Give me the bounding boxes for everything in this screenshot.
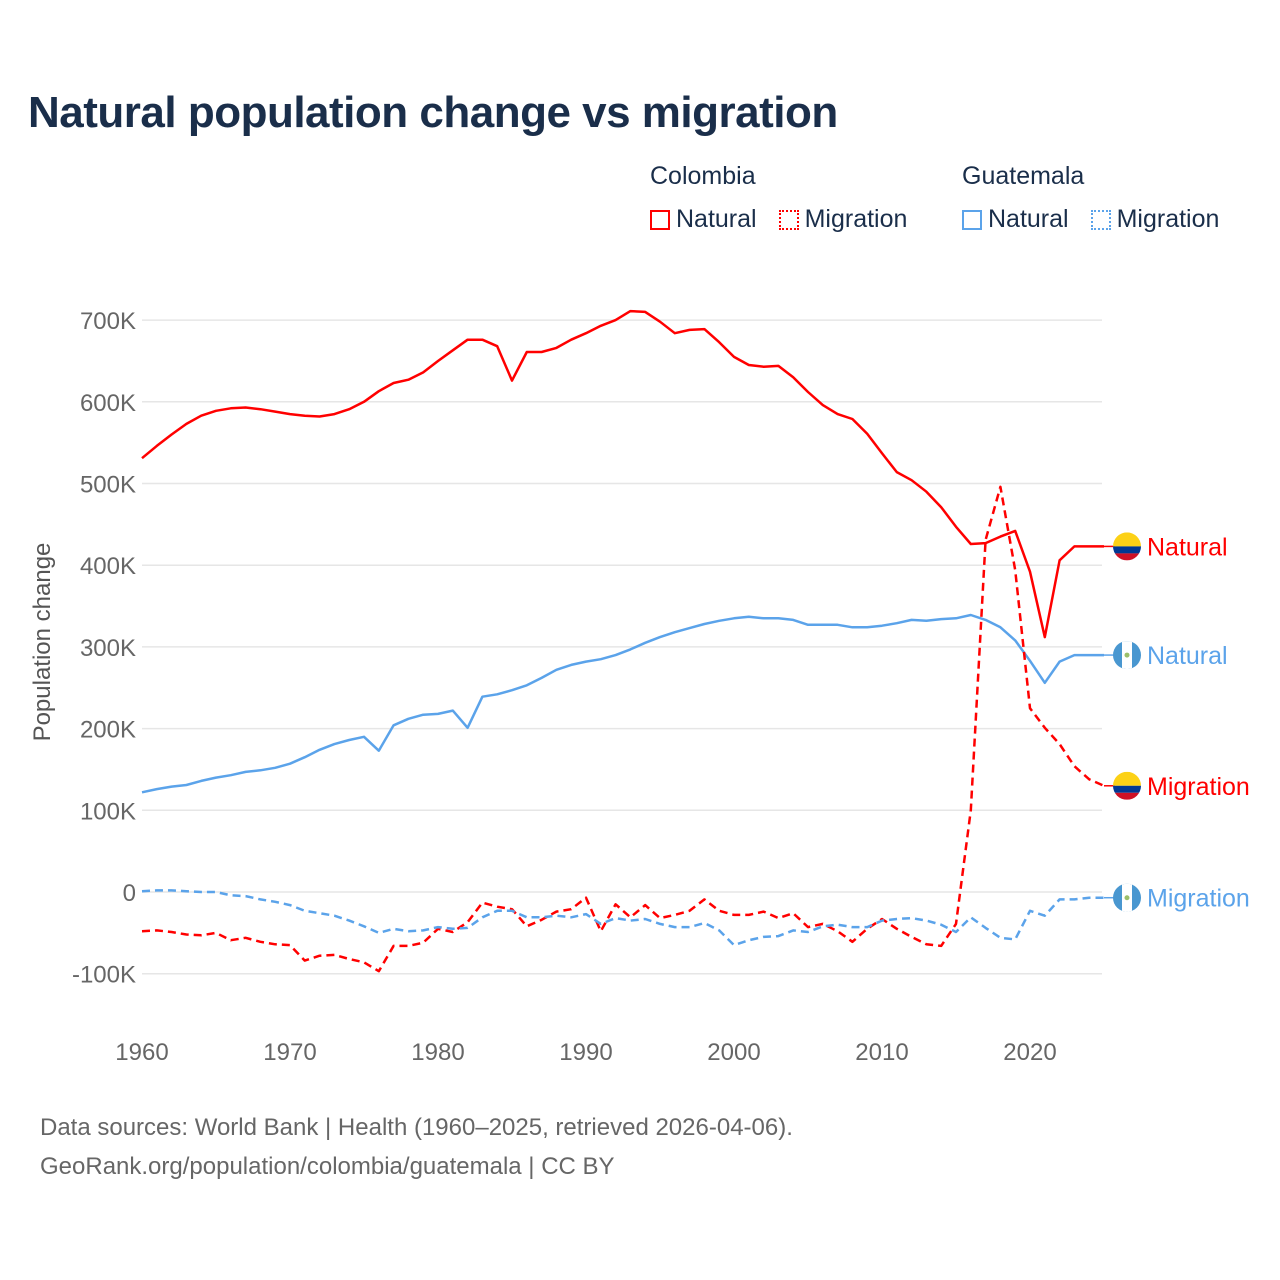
x-tick-label: 1990 — [559, 1039, 612, 1066]
y-tick-label: 0 — [123, 880, 136, 907]
y-tick-label: -100K — [72, 962, 136, 989]
legend-label: Migration — [1116, 205, 1220, 233]
flag-stripe-yellow — [1113, 771, 1141, 786]
y-tick-label: 500K — [80, 472, 136, 499]
legend-colombia: Colombia Natural Migration — [650, 162, 907, 234]
legend-country-label: Colombia — [650, 162, 756, 190]
y-tick-label: 200K — [80, 717, 136, 744]
series-end-label: Natural — [1147, 642, 1228, 670]
legend-guatemala: Guatemala Natural Migration — [962, 162, 1219, 234]
y-axis-label: Population change — [29, 543, 56, 742]
x-tick-label: 2000 — [707, 1039, 760, 1066]
legend-item-colombia-natural[interactable]: Natural — [650, 205, 757, 234]
y-tick-label: 300K — [80, 635, 136, 662]
x-tick-label: 2010 — [855, 1039, 908, 1066]
x-tick-label: 1970 — [263, 1039, 316, 1066]
source-line-1: Data sources: World Bank | Health (1960–… — [40, 1114, 793, 1141]
y-tick-label: 700K — [80, 308, 136, 335]
legend-label: Natural — [988, 205, 1069, 233]
flag-stripe-red — [1113, 553, 1141, 561]
y-axis-ticks: -100K 0 100K 200K 300K 400K 500K 600K 700K — [72, 308, 136, 989]
guatemala-flag-icon — [1113, 883, 1141, 912]
legend-swatch-dotted — [778, 209, 799, 230]
colombia-flag-icon — [1113, 532, 1141, 561]
gridlines — [142, 319, 1102, 975]
colombia-flag-icon — [1113, 771, 1141, 800]
series-lines — [141, 309, 1105, 973]
flag-stripe-blue — [1113, 785, 1141, 793]
x-axis-ticks: 1960 1970 1980 1990 2000 2010 2020 — [115, 1039, 1056, 1066]
legend-item-colombia-migration[interactable]: Migration — [778, 205, 908, 234]
y-tick-label: 600K — [80, 390, 136, 417]
y-tick-label: 100K — [80, 798, 136, 825]
series-line-colombia-natural — [141, 309, 1104, 639]
guatemala-flag-icon — [1113, 641, 1141, 670]
x-tick-label: 1960 — [115, 1039, 168, 1066]
x-tick-label: 2020 — [1003, 1039, 1056, 1066]
flag-emblem — [1124, 652, 1130, 658]
series-end-label: Natural — [1147, 533, 1228, 561]
legend-item-guatemala-natural[interactable]: Natural — [962, 205, 1069, 234]
series-end-label: Migration — [1147, 885, 1250, 913]
source-note: Data sources: World Bank | Health (1960–… — [40, 1108, 793, 1186]
series-end-labels: Natural Natural Migration Migration — [1104, 532, 1250, 913]
series-line-colombia-migration — [141, 485, 1105, 973]
legend-swatch-solid — [962, 209, 982, 230]
legend-label: Natural — [676, 205, 757, 233]
legend-item-guatemala-migration[interactable]: Migration — [1090, 205, 1220, 234]
series-line-guatemala-migration — [141, 889, 1104, 947]
y-tick-label: 400K — [80, 553, 136, 580]
legend-swatch-solid — [650, 209, 670, 230]
source-line-2[interactable]: GeoRank.org/population/colombia/guatemal… — [40, 1153, 615, 1180]
chart-title: Natural population change vs migration — [28, 88, 838, 137]
legend-label: Migration — [804, 205, 908, 233]
series-line-guatemala-natural — [141, 613, 1104, 794]
x-tick-label: 1980 — [411, 1039, 464, 1066]
flag-stripe-blue — [1113, 546, 1141, 554]
series-end-label: Migration — [1147, 773, 1250, 801]
flag-stripe-yellow — [1113, 532, 1141, 547]
legend-country-label: Guatemala — [962, 162, 1085, 190]
flag-emblem — [1124, 895, 1130, 901]
legend-swatch-dotted — [1090, 209, 1111, 230]
flag-stripe-red — [1113, 792, 1141, 800]
